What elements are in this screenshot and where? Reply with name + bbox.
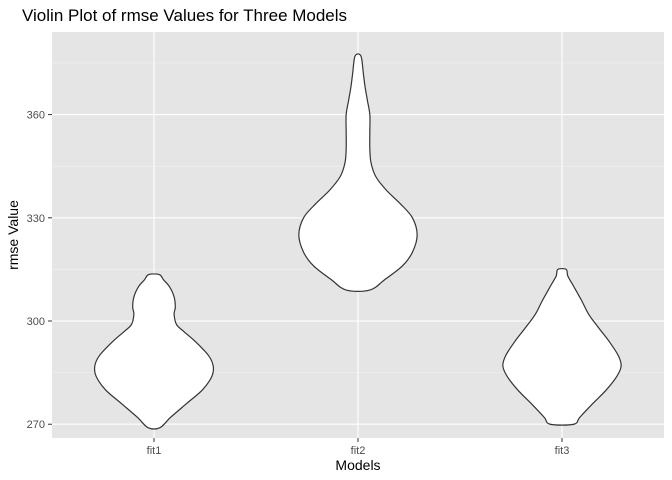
- x-tick-label: fit1: [147, 445, 162, 457]
- x-axis-title: Models: [335, 457, 380, 473]
- y-tick-label: 300: [27, 316, 45, 328]
- violin-fit3: [502, 267, 622, 426]
- violin-fit2: [298, 53, 418, 292]
- x-tick-label: fit3: [555, 445, 570, 457]
- tick-layer: 270 300 330 360 fit1 fit2 fit3: [27, 110, 570, 457]
- chart-title: Violin Plot of rmse Values for Three Mod…: [22, 6, 347, 25]
- y-tick-label: 330: [27, 213, 45, 225]
- violin-layer: [93, 53, 622, 430]
- y-tick-label: 360: [27, 110, 45, 122]
- y-axis-title: rmse Value: [5, 200, 21, 270]
- violin-fit1: [93, 273, 215, 430]
- x-tick-label: fit2: [351, 445, 366, 457]
- y-tick-label: 270: [27, 419, 45, 431]
